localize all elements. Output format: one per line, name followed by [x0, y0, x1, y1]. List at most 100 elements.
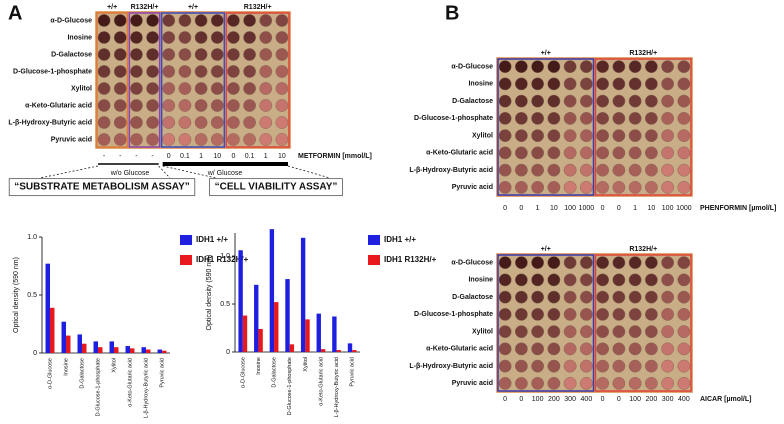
- well: [579, 111, 593, 125]
- well: [514, 290, 528, 304]
- well: [596, 307, 610, 321]
- well: [130, 116, 143, 129]
- x-tick-label: D-Galactose: [79, 358, 85, 389]
- well: [596, 94, 610, 108]
- well: [579, 94, 593, 108]
- well: [194, 31, 208, 44]
- well: [644, 77, 658, 91]
- condition-label: 300: [662, 396, 674, 403]
- well: [661, 111, 675, 125]
- well: [563, 376, 577, 390]
- well: [113, 133, 127, 146]
- legend-label: IDH1 R132H/+: [196, 255, 249, 264]
- condition-label: 1: [633, 205, 637, 212]
- bar: [300, 237, 306, 352]
- row-label: D-Galactose: [452, 98, 493, 105]
- y-tick-label: 1.0: [27, 234, 37, 241]
- bar: [61, 321, 66, 353]
- well: [596, 376, 610, 390]
- well: [628, 163, 642, 177]
- well: [259, 133, 273, 146]
- row-label: Inosine: [468, 277, 493, 284]
- well: [194, 116, 208, 129]
- condition-label: -: [151, 153, 154, 160]
- well: [563, 60, 577, 74]
- well: [194, 133, 208, 146]
- well: [162, 31, 176, 44]
- well: [194, 65, 208, 78]
- row-label: α-D-Glucose: [451, 63, 493, 70]
- well: [178, 31, 192, 44]
- well: [194, 82, 208, 95]
- well: [547, 94, 561, 108]
- bar: [316, 313, 321, 352]
- well: [514, 359, 528, 373]
- well: [243, 14, 256, 27]
- condition-label: 200: [548, 396, 560, 403]
- well: [661, 77, 675, 91]
- well: [612, 77, 626, 91]
- well: [596, 342, 610, 356]
- row-label: D-Galactose: [51, 51, 92, 58]
- well: [531, 163, 545, 177]
- group-box: [128, 12, 161, 148]
- well: [210, 65, 224, 78]
- well: [563, 163, 577, 177]
- well: [596, 146, 610, 160]
- well: [514, 307, 528, 321]
- well: [531, 359, 545, 373]
- well: [210, 48, 224, 61]
- bar: [336, 350, 341, 352]
- well: [579, 60, 593, 74]
- condition-label: -: [135, 153, 138, 160]
- well: [227, 48, 240, 61]
- well: [97, 133, 111, 146]
- legend-label: IDH1 R132H/+: [384, 255, 437, 264]
- condition-label: 0: [519, 205, 523, 212]
- well: [628, 77, 642, 91]
- x-tick-label: L-β-Hydroxy-Butyric acid: [334, 357, 340, 417]
- legend-swatch: [180, 235, 192, 245]
- bar: [238, 250, 243, 352]
- condition-label: 0: [601, 205, 605, 212]
- well: [97, 99, 111, 112]
- row-label: Xylitol: [472, 132, 493, 139]
- well: [677, 290, 691, 304]
- x-tick-label: D-Galactose: [272, 357, 278, 388]
- well: [514, 273, 528, 287]
- y-axis-label: Optical density (590 nm): [13, 257, 20, 333]
- panel-label: B: [445, 2, 459, 24]
- well: [628, 60, 642, 74]
- x-tick-label: L-β-Hydroxy-Butyric acid: [143, 358, 149, 418]
- bar: [332, 316, 337, 352]
- well: [644, 111, 658, 125]
- well: [579, 163, 593, 177]
- bar: [274, 302, 279, 352]
- x-tick-label: Pyruvic acid: [159, 358, 165, 388]
- group-box: [96, 12, 129, 148]
- well: [547, 111, 561, 125]
- legend-label: IDH1 +/+: [196, 235, 228, 244]
- treatment-label: PHENFORMIN [µmol/L]: [700, 205, 776, 212]
- condition-label: 100: [629, 396, 641, 403]
- well: [661, 325, 675, 339]
- well: [563, 146, 577, 160]
- bar: [269, 229, 275, 352]
- well: [547, 359, 561, 373]
- well: [130, 65, 143, 78]
- group-label: +/+: [107, 4, 117, 11]
- well: [275, 14, 289, 27]
- well: [628, 359, 642, 373]
- bar: [162, 350, 167, 353]
- well: [531, 376, 545, 390]
- x-tick-label: Inosine: [256, 357, 262, 375]
- condition-label: 10: [213, 153, 221, 160]
- well: [547, 307, 561, 321]
- condition-label: 1: [199, 153, 203, 160]
- well: [596, 359, 610, 373]
- well: [162, 65, 176, 78]
- well: [677, 180, 691, 194]
- well: [210, 99, 224, 112]
- well: [514, 60, 528, 74]
- well: [612, 290, 626, 304]
